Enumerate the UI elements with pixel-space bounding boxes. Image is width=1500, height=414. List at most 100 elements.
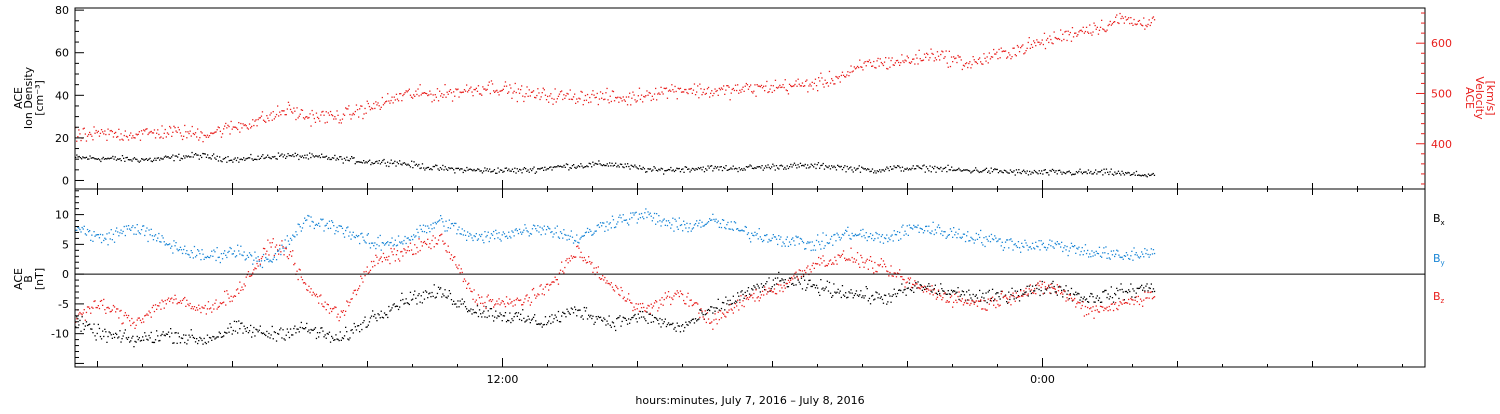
bx-point: [204, 338, 205, 339]
velocity-point: [510, 87, 511, 88]
bz-point: [957, 296, 958, 297]
bx-point: [885, 295, 886, 296]
density-point: [499, 171, 500, 172]
bx-point: [566, 309, 567, 310]
density-point: [740, 169, 741, 170]
bz-point: [281, 240, 282, 241]
by-point: [987, 239, 988, 240]
bz-point: [1143, 300, 1144, 301]
by-point: [775, 236, 776, 237]
velocity-point: [103, 133, 104, 134]
bz-point: [259, 259, 260, 260]
by-point: [759, 228, 760, 229]
by-point: [415, 235, 416, 236]
by-point: [1008, 247, 1009, 248]
by-point: [655, 224, 656, 225]
velocity-point: [1140, 23, 1141, 24]
by-point: [942, 235, 943, 236]
bz-point: [430, 248, 431, 249]
bz-point: [123, 322, 124, 323]
by-point: [966, 235, 967, 236]
velocity-point: [354, 114, 355, 115]
density-point: [856, 168, 857, 169]
density-point: [905, 169, 906, 170]
by-point: [537, 225, 538, 226]
by-point: [90, 240, 91, 241]
velocity-point: [638, 95, 639, 96]
bz-point: [168, 298, 169, 299]
bx-point: [1038, 289, 1039, 290]
by-point: [395, 240, 396, 241]
bz-point: [261, 258, 262, 259]
bz-point: [287, 256, 288, 257]
bz-point: [487, 296, 488, 297]
by-point: [801, 239, 802, 240]
velocity-point: [754, 84, 755, 85]
bx-point: [360, 324, 361, 325]
by-point: [1129, 259, 1130, 260]
velocity-point: [625, 101, 626, 102]
bz-point: [466, 288, 467, 289]
bx-point: [1084, 296, 1085, 297]
velocity-point: [435, 94, 436, 95]
bz-point: [1092, 306, 1093, 307]
bx-point: [98, 324, 99, 325]
bx-point: [415, 298, 416, 299]
bx-point: [792, 283, 793, 284]
velocity-point: [935, 57, 936, 58]
bx-point: [125, 329, 126, 330]
density-point: [413, 161, 414, 162]
by-point: [348, 235, 349, 236]
bz-point: [789, 282, 790, 283]
bx-point: [725, 297, 726, 298]
density-point: [248, 157, 249, 158]
bx-point: [684, 327, 685, 328]
bz-point: [384, 257, 385, 258]
bz-point: [206, 313, 207, 314]
density-point: [1063, 172, 1064, 173]
bz-point: [831, 264, 832, 265]
bz-point: [290, 251, 291, 252]
bz-point: [1043, 293, 1044, 294]
velocity-point: [548, 102, 549, 103]
by-point: [1088, 256, 1089, 257]
density-point: [1039, 170, 1040, 171]
bz-point: [715, 319, 716, 320]
bz-point: [701, 311, 702, 312]
by-point: [542, 228, 543, 229]
bz-point: [780, 284, 781, 285]
bx-point: [733, 296, 734, 297]
by-point: [487, 235, 488, 236]
velocity-point: [1000, 57, 1001, 58]
by-point: [299, 224, 300, 225]
bx-point: [180, 342, 181, 343]
velocity-point: [829, 71, 830, 72]
bx-point: [721, 308, 722, 309]
bx-point: [596, 316, 597, 317]
bz-point: [536, 296, 537, 297]
by-point: [817, 234, 818, 235]
bx-point: [375, 317, 376, 318]
bx-point: [584, 307, 585, 308]
bx-point: [814, 284, 815, 285]
velocity-point: [166, 136, 167, 137]
by-point: [383, 243, 384, 244]
velocity-point: [372, 108, 373, 109]
bx-point: [844, 296, 845, 297]
bx-point: [245, 328, 246, 329]
bz-point: [1088, 313, 1089, 314]
bz-point: [609, 283, 610, 284]
density-point: [309, 153, 310, 154]
density-point: [435, 165, 436, 166]
velocity-point: [885, 57, 886, 58]
density-point: [394, 161, 395, 162]
bz-point: [195, 310, 196, 311]
by-point: [1060, 246, 1061, 247]
by-point: [256, 261, 257, 262]
bx-point: [897, 293, 898, 294]
density-point: [517, 168, 518, 169]
density-point: [295, 153, 296, 154]
density-point: [980, 171, 981, 172]
bx-point: [1036, 288, 1037, 289]
by-point: [950, 228, 951, 229]
